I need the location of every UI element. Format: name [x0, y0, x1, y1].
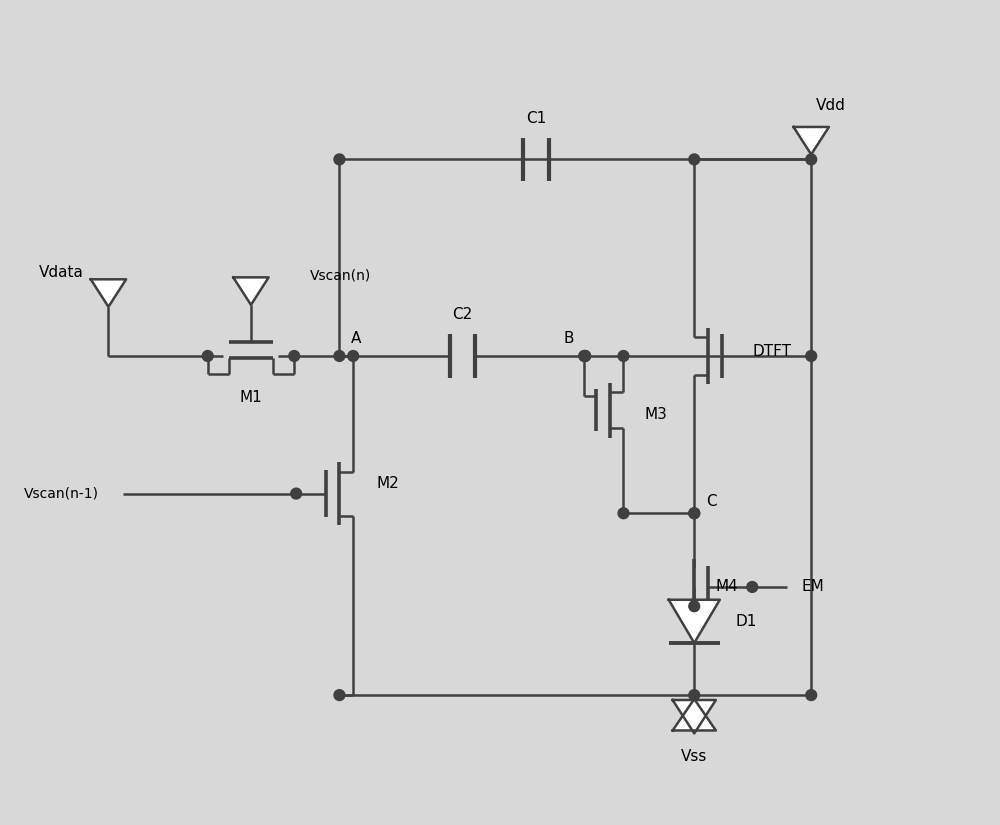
- Polygon shape: [91, 280, 126, 307]
- Circle shape: [289, 351, 300, 361]
- Circle shape: [334, 154, 345, 165]
- Circle shape: [689, 508, 700, 519]
- Circle shape: [747, 582, 758, 592]
- Circle shape: [806, 351, 817, 361]
- Polygon shape: [794, 127, 829, 154]
- Text: Vss: Vss: [681, 749, 707, 764]
- Circle shape: [806, 690, 817, 700]
- Circle shape: [689, 508, 700, 519]
- Text: M2: M2: [377, 476, 400, 491]
- Polygon shape: [669, 600, 720, 643]
- Text: C2: C2: [452, 307, 472, 323]
- Circle shape: [689, 690, 700, 700]
- Text: Vdata: Vdata: [39, 265, 84, 280]
- Text: M4: M4: [716, 579, 739, 595]
- Text: M1: M1: [240, 389, 262, 405]
- Text: Vscan(n): Vscan(n): [310, 268, 371, 282]
- Circle shape: [689, 601, 700, 611]
- Polygon shape: [673, 700, 716, 733]
- Circle shape: [618, 351, 629, 361]
- Circle shape: [689, 154, 700, 165]
- Text: M3: M3: [644, 408, 667, 422]
- Circle shape: [618, 508, 629, 519]
- Circle shape: [348, 351, 359, 361]
- Text: D1: D1: [736, 614, 757, 629]
- Text: DTFT: DTFT: [752, 343, 791, 359]
- Polygon shape: [673, 699, 716, 730]
- Text: B: B: [564, 331, 574, 346]
- Circle shape: [580, 351, 591, 361]
- Circle shape: [580, 351, 591, 361]
- Circle shape: [579, 351, 590, 361]
- Text: C: C: [706, 494, 717, 509]
- Circle shape: [334, 351, 345, 361]
- Text: EM: EM: [801, 579, 824, 595]
- Circle shape: [202, 351, 213, 361]
- Text: Vscan(n-1): Vscan(n-1): [24, 487, 99, 501]
- Text: C1: C1: [526, 111, 546, 125]
- Circle shape: [291, 488, 302, 499]
- Circle shape: [806, 154, 817, 165]
- Circle shape: [334, 690, 345, 700]
- Text: A: A: [351, 331, 362, 346]
- Text: Vdd: Vdd: [816, 98, 846, 113]
- Polygon shape: [233, 277, 269, 305]
